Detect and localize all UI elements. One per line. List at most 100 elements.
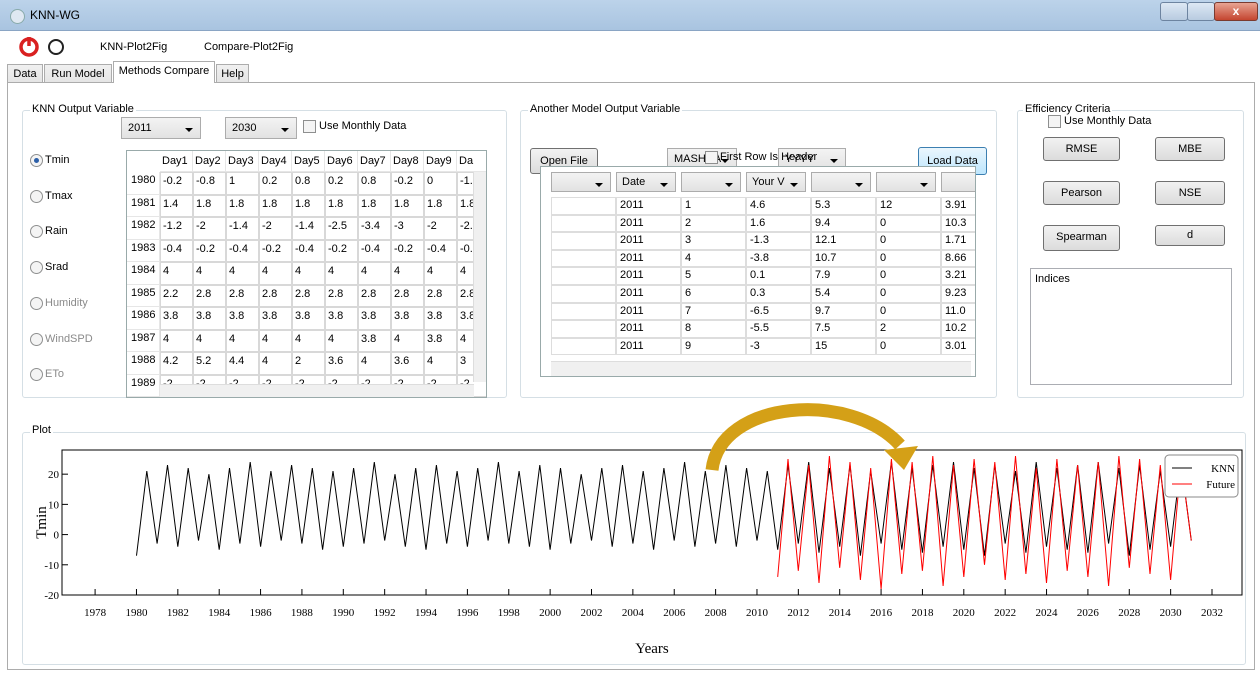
horizontal-scrollbar[interactable] <box>551 361 971 376</box>
table-cell: 3.8 <box>391 307 424 330</box>
start-year-dropdown[interactable]: 2011 <box>121 117 201 139</box>
row-header <box>551 267 616 285</box>
radio-button[interactable] <box>30 297 43 310</box>
table-cell: -3.4 <box>358 217 391 240</box>
table-cell: 3.8 <box>358 330 391 353</box>
metric-button[interactable]: Spearman <box>1043 225 1120 251</box>
table-cell: 2 <box>292 352 325 375</box>
column-dropdown[interactable]: Date <box>616 172 676 192</box>
tab-active[interactable]: Methods Compare <box>113 61 215 83</box>
radio-dot <box>34 158 39 163</box>
radio-button[interactable] <box>30 333 43 346</box>
x-tick-label: 2014 <box>829 607 852 619</box>
row-header: 1980 <box>127 172 160 195</box>
row-header: 1985 <box>127 285 160 308</box>
table-cell: 3.8 <box>424 307 457 330</box>
monthly-checkbox[interactable] <box>303 120 316 133</box>
table-cell: 3.01 <box>941 338 976 356</box>
column-dropdown[interactable] <box>681 172 741 192</box>
row-header <box>551 215 616 233</box>
table-cell: 3.8 <box>259 307 292 330</box>
table-cell: 4 <box>424 352 457 375</box>
table-cell: 4 <box>681 250 746 268</box>
toolbar-icons[interactable] <box>18 35 78 59</box>
table-cell: 2011 <box>616 215 681 233</box>
tab[interactable]: Data <box>7 64 43 82</box>
x-tick-label: 2024 <box>1036 607 1059 619</box>
column-dropdown[interactable] <box>876 172 936 192</box>
end-year-dropdown[interactable]: 2030 <box>225 117 297 139</box>
vertical-scrollbar[interactable] <box>473 172 486 382</box>
table-cell: 4 <box>358 352 391 375</box>
table-cell: -0.8 <box>193 172 226 195</box>
column-dropdown[interactable] <box>811 172 871 192</box>
row-header: 1983 <box>127 240 160 263</box>
table-cell: 4 <box>391 262 424 285</box>
metric-button[interactable]: MBE <box>1155 137 1225 161</box>
metric-button[interactable]: NSE <box>1155 181 1225 205</box>
close-button[interactable]: x <box>1214 2 1258 21</box>
table-cell: 2011 <box>616 267 681 285</box>
monthly-checkbox[interactable] <box>1048 115 1061 128</box>
minimize-button[interactable] <box>1160 2 1188 21</box>
row-header: 1988 <box>127 352 160 375</box>
maximize-button[interactable] <box>1187 2 1215 21</box>
toolbar-item[interactable]: Compare-Plot2Fig <box>204 41 293 53</box>
table-cell: 10.2 <box>941 320 976 338</box>
column-dropdown[interactable]: Your V <box>746 172 806 192</box>
x-tick-label: 2012 <box>787 607 809 619</box>
table-cell: 0.8 <box>358 172 391 195</box>
x-tick-label: 2020 <box>953 607 976 619</box>
table-cell: 5 <box>681 267 746 285</box>
table-cell: 4 <box>358 262 391 285</box>
row-header <box>551 250 616 268</box>
x-tick-label: 2008 <box>705 607 728 619</box>
radio-button[interactable] <box>30 261 43 274</box>
column-dropdown[interactable] <box>941 172 976 192</box>
table-cell: 4 <box>292 262 325 285</box>
metric-button[interactable]: d <box>1155 225 1225 246</box>
tab[interactable]: Run Model <box>44 64 112 82</box>
table-cell: 3.91 <box>941 197 976 215</box>
app-window: KNN-WG x KNN-Plot2Fig Compare-Plot2Fig D… <box>0 0 1260 673</box>
table-cell: -0.4 <box>292 240 325 263</box>
table-cell: 3.8 <box>325 307 358 330</box>
table-cell: 4 <box>160 262 193 285</box>
x-tick-label: 1996 <box>456 607 479 619</box>
column-header: Da <box>457 151 487 172</box>
x-tick-label: 1990 <box>332 607 355 619</box>
column-dropdown[interactable] <box>551 172 611 192</box>
row-header: 1987 <box>127 330 160 353</box>
x-tick-label: 2026 <box>1077 607 1100 619</box>
table-cell: 2011 <box>616 197 681 215</box>
tab[interactable]: Help <box>216 64 249 82</box>
table-cell: 9.7 <box>811 303 876 321</box>
metric-button[interactable]: RMSE <box>1043 137 1120 161</box>
table-cell: 10.7 <box>811 250 876 268</box>
table-cell: 12 <box>876 197 941 215</box>
table-cell: 0.2 <box>325 172 358 195</box>
indices-textbox[interactable]: Indices <box>1030 268 1232 385</box>
table-cell: 1.8 <box>424 195 457 218</box>
radio-button[interactable] <box>30 154 43 167</box>
table-cell: -0.4 <box>424 240 457 263</box>
metric-button[interactable]: Pearson <box>1043 181 1120 205</box>
table-cell: 9.4 <box>811 215 876 233</box>
table-cell: 4.6 <box>746 197 811 215</box>
x-tick-label: 2004 <box>622 607 645 619</box>
x-tick-label: 2016 <box>870 607 893 619</box>
table-cell: 1.8 <box>391 195 424 218</box>
header-checkbox[interactable] <box>705 151 718 164</box>
horizontal-scrollbar[interactable] <box>160 384 474 397</box>
window-title: KNN-WG <box>30 8 80 22</box>
table-cell: -0.4 <box>160 240 193 263</box>
row-header <box>551 197 616 215</box>
radio-label: ETo <box>45 368 64 380</box>
refresh-icon[interactable] <box>49 40 63 54</box>
radio-button[interactable] <box>30 190 43 203</box>
table-cell: -2 <box>193 217 226 240</box>
table-cell: 1 <box>681 197 746 215</box>
toolbar-item[interactable]: KNN-Plot2Fig <box>100 41 167 53</box>
group-title: KNN Output Variable <box>30 103 136 115</box>
table-cell: 3.8 <box>160 307 193 330</box>
